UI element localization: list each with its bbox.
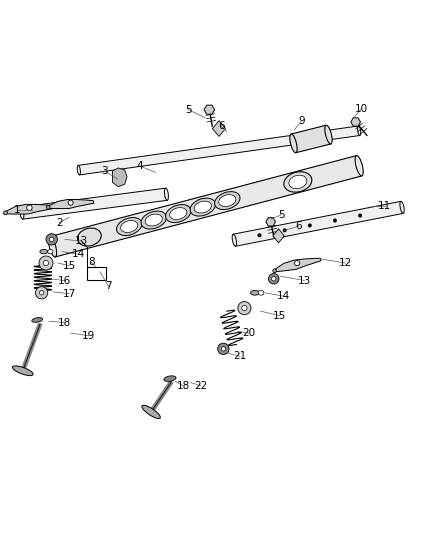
Text: 10: 10 xyxy=(355,104,368,114)
Circle shape xyxy=(39,256,53,270)
Circle shape xyxy=(49,237,54,241)
Polygon shape xyxy=(5,204,54,214)
Ellipse shape xyxy=(232,234,237,246)
Polygon shape xyxy=(21,188,167,219)
Polygon shape xyxy=(212,120,226,136)
Text: 5: 5 xyxy=(278,210,285,220)
Text: 7: 7 xyxy=(105,281,112,291)
Ellipse shape xyxy=(20,207,24,219)
Circle shape xyxy=(35,287,48,299)
Polygon shape xyxy=(48,199,94,208)
Ellipse shape xyxy=(215,191,240,209)
Text: 19: 19 xyxy=(82,330,95,341)
Text: 18: 18 xyxy=(177,381,190,391)
Polygon shape xyxy=(351,118,360,126)
Ellipse shape xyxy=(251,290,259,295)
Circle shape xyxy=(238,302,251,314)
Circle shape xyxy=(283,229,286,232)
Circle shape xyxy=(258,233,261,237)
Ellipse shape xyxy=(194,201,212,213)
Text: 15: 15 xyxy=(273,311,286,320)
Text: 13: 13 xyxy=(298,276,311,286)
Text: 8: 8 xyxy=(88,257,95,267)
Text: 3: 3 xyxy=(101,166,108,176)
Polygon shape xyxy=(275,258,321,272)
Text: 5: 5 xyxy=(185,104,192,115)
Ellipse shape xyxy=(78,228,101,246)
Text: 16: 16 xyxy=(58,276,71,286)
Polygon shape xyxy=(50,156,362,257)
Circle shape xyxy=(268,273,279,284)
Ellipse shape xyxy=(77,165,81,175)
Ellipse shape xyxy=(120,221,138,232)
Ellipse shape xyxy=(170,208,187,220)
Text: 11: 11 xyxy=(378,201,391,211)
Ellipse shape xyxy=(164,188,169,200)
Text: 13: 13 xyxy=(74,236,88,246)
Text: 6: 6 xyxy=(218,122,225,131)
Circle shape xyxy=(39,290,44,295)
Circle shape xyxy=(43,260,49,265)
Circle shape xyxy=(358,214,362,217)
Text: 12: 12 xyxy=(339,258,352,268)
Circle shape xyxy=(333,219,337,222)
Ellipse shape xyxy=(12,366,33,376)
Text: 21: 21 xyxy=(233,351,247,361)
Ellipse shape xyxy=(400,201,404,213)
Ellipse shape xyxy=(289,175,307,189)
Circle shape xyxy=(272,277,276,281)
Ellipse shape xyxy=(117,217,142,236)
Text: 18: 18 xyxy=(58,318,71,328)
Ellipse shape xyxy=(48,249,53,254)
Ellipse shape xyxy=(32,318,42,322)
Ellipse shape xyxy=(141,211,166,229)
Ellipse shape xyxy=(164,376,176,382)
Ellipse shape xyxy=(357,126,361,135)
Ellipse shape xyxy=(190,198,215,216)
Text: 20: 20 xyxy=(242,328,255,338)
Circle shape xyxy=(4,211,7,215)
Ellipse shape xyxy=(40,249,48,254)
Circle shape xyxy=(27,205,32,211)
Circle shape xyxy=(68,200,73,205)
Circle shape xyxy=(294,261,300,266)
Ellipse shape xyxy=(284,172,312,192)
Text: 4: 4 xyxy=(136,161,143,171)
Text: 14: 14 xyxy=(277,291,290,301)
Circle shape xyxy=(273,269,276,272)
Polygon shape xyxy=(291,125,331,153)
Ellipse shape xyxy=(325,125,332,144)
Text: 15: 15 xyxy=(63,261,76,271)
Polygon shape xyxy=(204,105,215,114)
Ellipse shape xyxy=(290,134,297,153)
Polygon shape xyxy=(233,201,403,246)
Text: 6: 6 xyxy=(295,221,302,231)
Circle shape xyxy=(242,305,247,311)
Text: 1: 1 xyxy=(13,205,20,215)
Ellipse shape xyxy=(219,195,236,207)
Polygon shape xyxy=(113,168,127,187)
Ellipse shape xyxy=(258,290,264,295)
Circle shape xyxy=(46,206,50,209)
Circle shape xyxy=(218,343,229,354)
Ellipse shape xyxy=(49,237,57,257)
Polygon shape xyxy=(273,229,284,243)
Ellipse shape xyxy=(142,405,160,418)
Ellipse shape xyxy=(355,156,363,176)
Text: 22: 22 xyxy=(194,381,207,391)
Polygon shape xyxy=(78,126,360,175)
Circle shape xyxy=(221,346,226,351)
Text: 2: 2 xyxy=(56,217,63,228)
Polygon shape xyxy=(266,217,276,226)
Circle shape xyxy=(46,233,57,245)
Circle shape xyxy=(308,224,311,227)
Text: 14: 14 xyxy=(71,249,85,259)
Text: 9: 9 xyxy=(298,116,305,126)
Ellipse shape xyxy=(166,205,191,223)
Ellipse shape xyxy=(145,214,162,226)
Text: 17: 17 xyxy=(63,289,76,298)
